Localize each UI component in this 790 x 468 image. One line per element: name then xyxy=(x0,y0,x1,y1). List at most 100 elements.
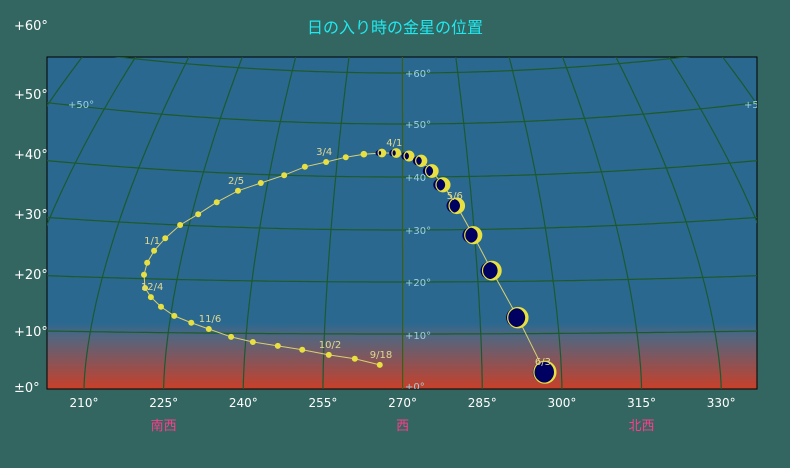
venus-marker xyxy=(446,197,466,215)
venus-marker xyxy=(171,312,178,319)
azimuth-grid-line xyxy=(455,57,483,389)
venus-dark-side xyxy=(412,156,422,166)
date-label: 3/4 xyxy=(316,147,332,158)
venus-dark-side xyxy=(389,149,396,157)
venus-outline xyxy=(464,226,483,245)
y-tick-label: +30° xyxy=(14,208,48,223)
grid-label: +20° xyxy=(405,278,431,289)
venus-marker xyxy=(422,164,439,178)
date-label: 2/5 xyxy=(228,176,244,187)
venus-dark-side xyxy=(480,262,498,280)
y-tick-label: +60° xyxy=(14,19,48,34)
venus-marker xyxy=(375,148,387,158)
azimuth-grid-line xyxy=(322,57,350,389)
y-tick-label: +40° xyxy=(14,148,48,163)
venus-dark-side xyxy=(532,361,555,383)
grid-label: +50° xyxy=(744,100,770,111)
chart-title: 日の入り時の金星の位置 xyxy=(306,18,483,37)
y-tick-label: +50° xyxy=(14,88,48,103)
x-tick-label: 315° xyxy=(627,396,656,410)
venus-dark-side xyxy=(433,178,446,191)
azimuth-grid-line xyxy=(163,57,243,389)
venus-outline xyxy=(533,360,557,384)
venus-marker xyxy=(177,222,184,228)
grid-label: +60° xyxy=(405,69,431,80)
azimuth-grid-line xyxy=(508,57,563,389)
date-label: 6/3 xyxy=(535,357,551,368)
venus-outline xyxy=(448,197,466,215)
venus-marker xyxy=(274,342,281,349)
date-label: 11/6 xyxy=(199,314,221,325)
date-label: 5/6 xyxy=(447,191,463,202)
grid-label: +30° xyxy=(405,226,431,237)
venus-marker xyxy=(401,150,415,162)
venus-marker xyxy=(325,351,332,358)
venus-marker xyxy=(299,346,306,353)
azimuth-grid-line xyxy=(242,57,297,389)
venus-dark-side xyxy=(506,308,526,328)
venus-marker xyxy=(506,306,529,329)
venus-marker xyxy=(162,235,169,242)
direction-label: 北西 xyxy=(628,419,655,434)
x-tick-label: 300° xyxy=(547,396,577,410)
azimuth-grid-line xyxy=(615,57,722,389)
venus-marker xyxy=(257,180,264,186)
venus-outline xyxy=(435,177,451,193)
venus-outline xyxy=(507,306,529,329)
venus-marker xyxy=(213,199,220,206)
venus-marker xyxy=(532,360,557,384)
x-tick-label: 210° xyxy=(69,396,99,410)
x-tick-label: 240° xyxy=(228,396,258,410)
venus-marker xyxy=(205,326,212,333)
grid-label: +50° xyxy=(68,100,94,111)
x-tick-label: 270° xyxy=(388,396,418,410)
azimuth-grid-line xyxy=(561,57,643,389)
venus-outline xyxy=(391,148,402,158)
venus-outline xyxy=(403,150,415,162)
date-label: 10/2 xyxy=(319,340,341,351)
y-tick-label: ±0° xyxy=(14,381,40,396)
venus-marker xyxy=(281,172,288,179)
direction-label: 西 xyxy=(396,419,410,434)
venus-marker xyxy=(144,259,151,266)
y-tick-label: +20° xyxy=(14,268,48,283)
azimuth-grid-line xyxy=(668,57,757,224)
venus-outline xyxy=(424,164,439,178)
venus-marker xyxy=(188,319,195,326)
azimuth-grid-line xyxy=(47,57,137,227)
date-label: 4/1 xyxy=(386,138,402,149)
grid-label: +50° xyxy=(405,120,431,131)
x-tick-label: 255° xyxy=(308,396,338,410)
venus-marker xyxy=(142,284,149,291)
venus-marker xyxy=(323,159,330,165)
venus-marker xyxy=(342,154,349,161)
date-label: 12/4 xyxy=(141,282,163,293)
venus-marker xyxy=(195,211,202,218)
venus-marker xyxy=(462,226,483,245)
azimuth-grid-line xyxy=(776,57,790,389)
venus-marker xyxy=(147,294,154,301)
direction-label: 南西 xyxy=(150,419,177,434)
venus-marker xyxy=(151,247,158,254)
venus-marker xyxy=(141,271,148,278)
venus-dark-side xyxy=(422,165,434,177)
azimuth-grid-line xyxy=(0,57,29,389)
date-label: 9/18 xyxy=(370,350,392,361)
grid-label: +0° xyxy=(405,382,425,393)
y-tick-label: +10° xyxy=(14,325,48,340)
venus-outline xyxy=(377,148,387,158)
grid-label: +10° xyxy=(405,331,431,342)
venus-marker xyxy=(376,361,383,368)
x-tick-label: 330° xyxy=(706,396,736,410)
grid: +60° +50° +40° +30° +20° +10° +0° +50° +50° 9/18 1… xyxy=(0,57,790,393)
venus-outline xyxy=(415,154,428,167)
x-tick-label: 285° xyxy=(467,396,497,410)
venus-marker xyxy=(360,150,368,158)
venus-marker xyxy=(157,303,164,310)
venus-marker xyxy=(389,148,402,158)
date-label: 1/1 xyxy=(144,236,160,247)
venus-marker xyxy=(433,177,451,193)
venus-marker xyxy=(228,333,235,340)
x-tick-label: 225° xyxy=(149,396,179,410)
